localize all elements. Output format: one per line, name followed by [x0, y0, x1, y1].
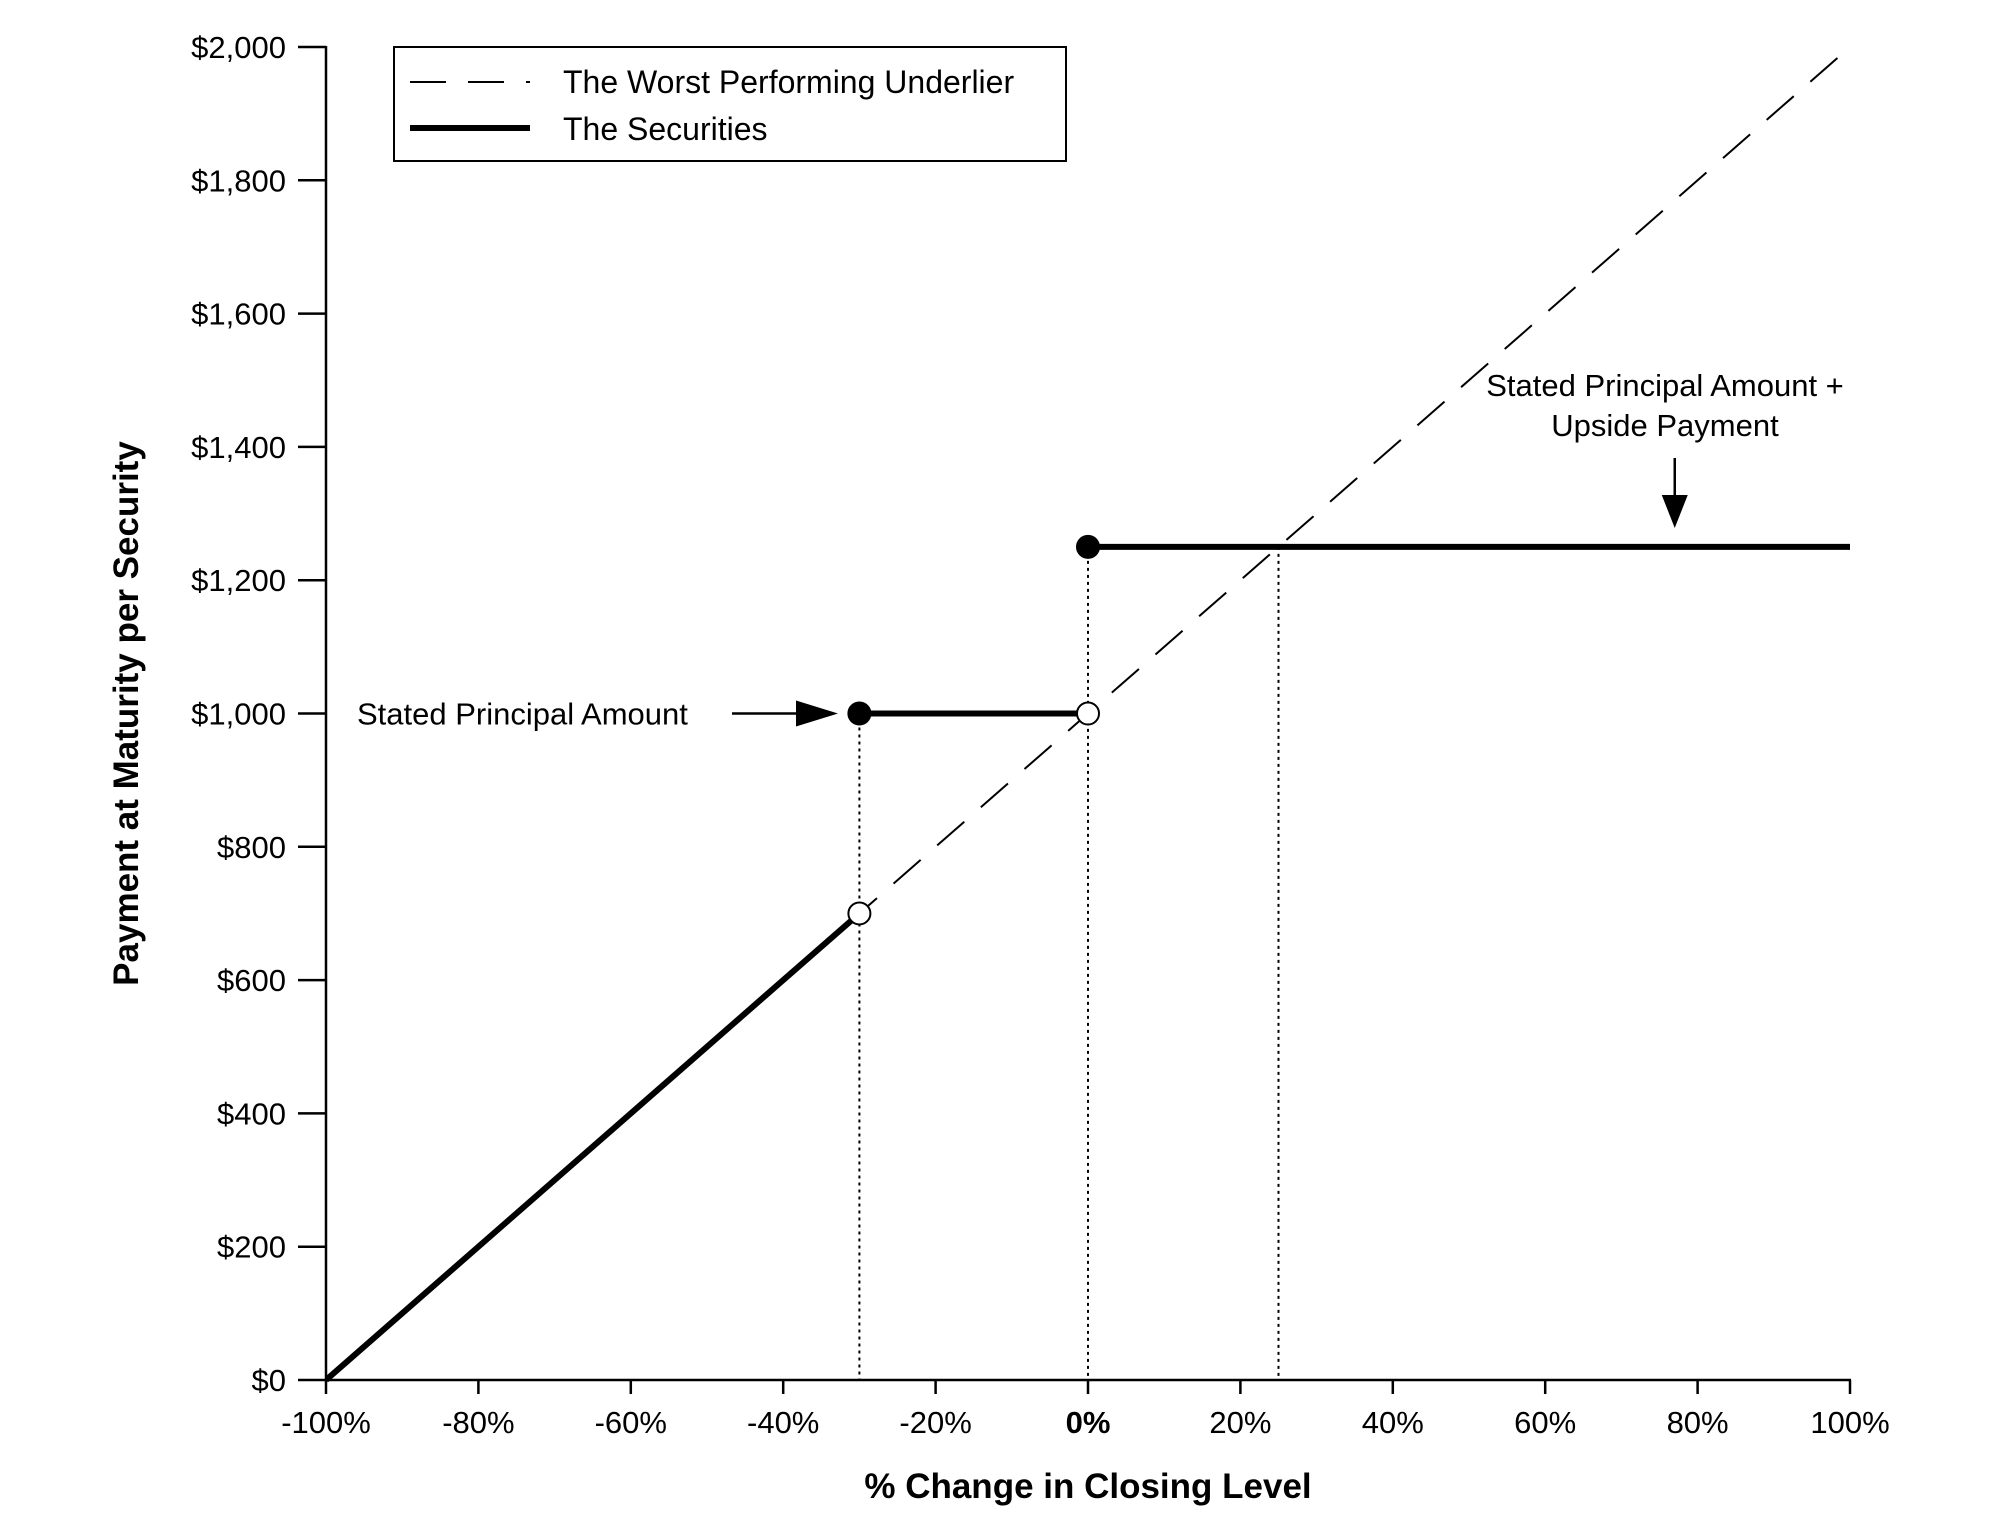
y-tick-label: $400	[217, 1096, 286, 1131]
x-tick-label: -40%	[747, 1405, 819, 1440]
x-axis-title: % Change in Closing Level	[864, 1467, 1311, 1506]
annotation-arrowhead	[1661, 495, 1688, 528]
x-tick-label: 20%	[1209, 1405, 1271, 1440]
annotation-arrowhead	[796, 700, 838, 727]
filled-point	[847, 701, 872, 726]
y-axis-title: Payment at Maturity per Security	[107, 441, 146, 986]
x-tick-label: 100%	[1810, 1405, 1889, 1440]
filled-point	[1076, 534, 1100, 559]
y-tick-label: $800	[217, 830, 286, 865]
x-tick-label: 40%	[1362, 1405, 1424, 1440]
annotations: Stated Principal Amount Stated Principal …	[357, 368, 1844, 732]
y-tick-label: $1,000	[191, 697, 286, 732]
x-tick-label: -80%	[442, 1405, 514, 1440]
x-tick-label: -20%	[899, 1405, 971, 1440]
x-tick-label: 80%	[1667, 1405, 1729, 1440]
y-tick-label: $1,400	[191, 430, 286, 465]
securities-line	[326, 911, 862, 1383]
y-tick-label: $600	[217, 963, 286, 998]
open-point	[847, 901, 872, 926]
x-tick-label: -100%	[281, 1405, 371, 1440]
x-tick-label: 0%	[1066, 1405, 1111, 1440]
y-tick-label: $2,000	[191, 30, 286, 65]
x-tick-label: 60%	[1514, 1405, 1576, 1440]
legend: The Worst Performing Underlier The Securi…	[393, 46, 1067, 162]
y-tick-label: $1,800	[191, 163, 286, 198]
annotation-stated-principal: Stated Principal Amount	[357, 697, 688, 732]
point-markers	[847, 534, 1100, 926]
y-tick-label: $1,600	[191, 297, 286, 332]
annotation-upside-line: Upside Payment	[1551, 408, 1779, 443]
x-tick-label: -60%	[595, 1405, 667, 1440]
legend-label-securities: The Securities	[563, 111, 768, 147]
open-point	[1076, 701, 1100, 726]
y-tick-label: $1,200	[191, 563, 286, 598]
y-tick-label: $200	[217, 1230, 286, 1265]
legend-label-underlier: The Worst Performing Underlier	[563, 64, 1014, 100]
annotation-upside-line: Stated Principal Amount +	[1486, 368, 1844, 403]
reference-lines	[858, 546, 1280, 1380]
legend-box	[393, 46, 1067, 162]
y-tick-label: $0	[252, 1363, 286, 1398]
axes: -100% -80% -60% -40% -20% 0% 20% 40% 60% 80% 100% $…	[107, 30, 1890, 1506]
